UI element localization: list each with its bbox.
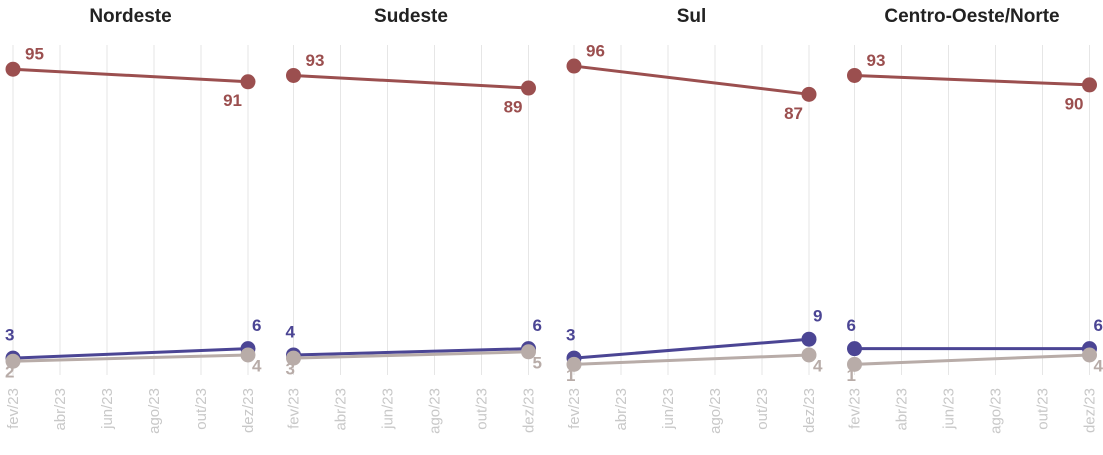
x-tick-label: out/23 (1035, 388, 1052, 430)
x-tick-label: abr/23 (333, 388, 350, 431)
x-tick-label: ago/23 (988, 388, 1005, 434)
value-label: 4 (813, 356, 823, 375)
value-label: 93 (867, 51, 886, 70)
x-tick-label: ago/23 (427, 388, 444, 434)
value-label: 6 (252, 316, 261, 335)
point (286, 68, 301, 83)
point (567, 59, 582, 74)
series-line (574, 66, 809, 94)
value-label: 89 (504, 98, 523, 117)
x-tick-label: ago/23 (707, 388, 724, 434)
value-label: 3 (286, 360, 295, 379)
facet-title: Sudeste (374, 6, 448, 27)
value-label: 3 (5, 326, 14, 345)
x-tick-label: dez/23 (521, 388, 538, 433)
x-tick-label: dez/23 (240, 388, 257, 433)
series-line (294, 75, 529, 88)
value-label: 93 (306, 51, 325, 70)
x-tick-label: abr/23 (52, 388, 69, 431)
value-label: 9 (813, 307, 822, 326)
value-label: 4 (286, 322, 296, 341)
x-tick-label: fev/23 (5, 388, 22, 429)
value-label: 90 (1065, 94, 1084, 113)
value-label: 1 (566, 366, 575, 385)
value-label: 1 (847, 366, 856, 385)
point (521, 81, 536, 96)
value-label: 3 (566, 326, 575, 345)
facet-title: Centro-Oeste/Norte (884, 6, 1059, 27)
x-tick-label: fev/23 (566, 388, 583, 429)
x-tick-label: abr/23 (613, 388, 630, 431)
series-line (855, 75, 1090, 84)
facet-title: Nordeste (89, 6, 171, 27)
point (847, 68, 862, 83)
point (847, 341, 862, 356)
x-tick-label: jun/23 (380, 388, 397, 430)
series-line (855, 355, 1090, 364)
x-tick-label: ago/23 (146, 388, 163, 434)
point (802, 87, 817, 102)
value-label: 6 (1094, 316, 1103, 335)
x-tick-label: out/23 (474, 388, 491, 430)
x-tick-label: jun/23 (941, 388, 958, 430)
x-tick-label: fev/23 (847, 388, 864, 429)
facet-title: Sul (677, 6, 707, 27)
x-tick-label: dez/23 (801, 388, 818, 433)
value-label: 87 (784, 104, 803, 123)
value-label: 6 (847, 316, 856, 335)
x-tick-label: out/23 (754, 388, 771, 430)
value-label: 4 (252, 356, 262, 375)
point (241, 74, 256, 89)
point (802, 332, 817, 347)
value-label: 95 (25, 45, 44, 64)
x-tick-label: jun/23 (99, 388, 116, 430)
x-tick-label: dez/23 (1082, 388, 1099, 433)
x-tick-label: fev/23 (286, 388, 303, 429)
series-line (13, 69, 248, 82)
value-label: 2 (5, 363, 14, 382)
x-tick-label: abr/23 (894, 388, 911, 431)
value-label: 6 (533, 316, 542, 335)
value-label: 96 (586, 42, 605, 61)
point (1082, 77, 1097, 92)
value-label: 5 (533, 353, 542, 372)
value-label: 4 (1094, 356, 1103, 375)
x-tick-label: jun/23 (660, 388, 677, 430)
point (6, 62, 21, 77)
value-label: 91 (223, 91, 242, 110)
x-tick-label: out/23 (193, 388, 210, 430)
